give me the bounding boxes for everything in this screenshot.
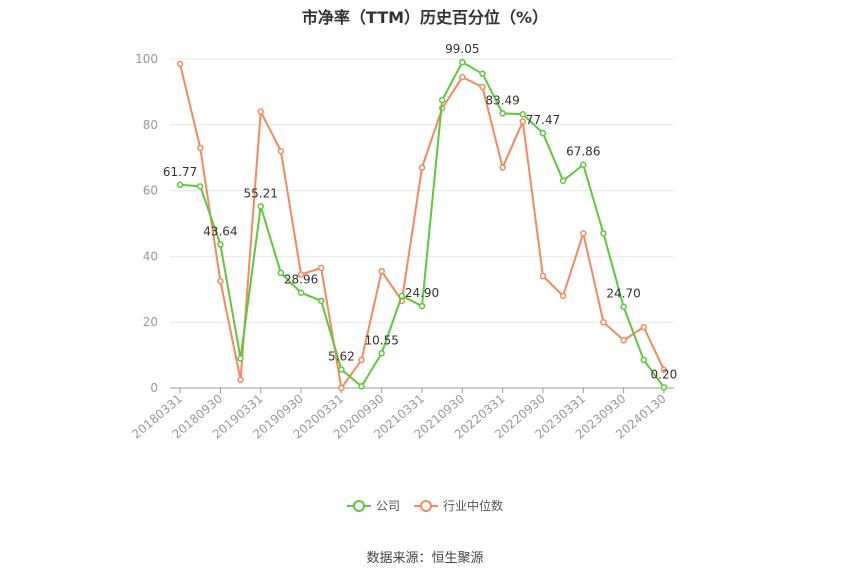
- data-point-industry-median: [640, 323, 648, 331]
- data-point-company: [297, 289, 305, 296]
- data-label: 99.05: [445, 42, 479, 56]
- data-point-company: [257, 203, 264, 210]
- legend-item-company[interactable]: 公司: [346, 497, 400, 514]
- data-point-industry-median: [257, 108, 264, 115]
- data-point-industry-median: [580, 230, 587, 237]
- data-label: 77.47: [526, 113, 560, 127]
- data-label: 83.49: [485, 93, 519, 107]
- data-point-industry-median: [519, 118, 527, 125]
- series-line-industry-median: [179, 63, 665, 389]
- legend: 公司 行业中位数: [0, 497, 850, 514]
- data-point-industry-median: [600, 318, 607, 326]
- data-point-industry-median: [459, 73, 466, 81]
- data-point-company: [620, 303, 627, 310]
- data-point-industry-median: [297, 271, 305, 278]
- y-tick-label: 100: [135, 52, 158, 66]
- data-point-company: [338, 366, 345, 373]
- data-label: 24.70: [606, 287, 640, 301]
- data-label: 5.62: [328, 350, 355, 364]
- chart-title: 市净率（TTM）历史百分位（%）: [301, 8, 549, 27]
- data-point-industry-median: [358, 356, 365, 364]
- data-point-company: [580, 161, 587, 168]
- data-label: 10.55: [365, 333, 399, 347]
- data-label: 55.21: [244, 186, 278, 200]
- data-point-industry-median: [237, 376, 244, 384]
- data-point-company: [438, 96, 446, 104]
- data-point-company: [640, 356, 648, 364]
- legend-label-company: 公司: [375, 499, 400, 513]
- data-point-industry-median: [338, 384, 345, 392]
- data-point-company: [217, 241, 224, 248]
- data-point-company: [479, 70, 486, 78]
- data-point-industry-median: [196, 144, 204, 152]
- y-tick-label: 20: [143, 315, 158, 329]
- data-point-company: [519, 111, 527, 118]
- y-tick-label: 60: [143, 184, 158, 198]
- data-point-industry-median: [499, 164, 506, 171]
- data-point-industry-median: [277, 147, 285, 155]
- data-point-company: [317, 297, 325, 305]
- legend-label-industry-median: 行业中位数: [443, 499, 504, 513]
- data-point-company: [358, 383, 365, 390]
- data-point-company: [539, 129, 547, 137]
- data-point-company: [660, 384, 668, 391]
- data-point-company: [459, 58, 466, 66]
- data-label: 24.90: [405, 286, 439, 300]
- data-point-company: [237, 355, 244, 362]
- data-point-company: [196, 183, 204, 190]
- y-tick-label: 0: [150, 381, 158, 395]
- data-source: 数据来源：恒生聚源: [366, 551, 484, 566]
- data-point-industry-median: [539, 272, 547, 280]
- data-label: 61.77: [163, 165, 197, 179]
- data-label: 28.96: [284, 273, 318, 287]
- legend-swatch-company: [346, 499, 371, 513]
- legend-item-industry-median[interactable]: 行业中位数: [414, 497, 503, 514]
- data-point-company: [418, 302, 426, 310]
- data-point-company: [600, 230, 607, 237]
- data-point-company: [398, 292, 406, 300]
- data-point-company: [378, 350, 385, 357]
- data-point-industry-median: [620, 337, 627, 344]
- data-point-company: [277, 269, 285, 277]
- data-point-industry-median: [418, 164, 426, 171]
- data-label: 0.20: [651, 367, 678, 381]
- data-label: 43.64: [203, 224, 237, 238]
- data-point-company: [559, 177, 567, 184]
- data-point-industry-median: [217, 277, 224, 285]
- y-tick-label: 80: [143, 118, 158, 132]
- legend-swatch-industry-median: [414, 499, 438, 513]
- data-point-company: [499, 110, 506, 117]
- data-point-company: [176, 181, 184, 189]
- data-label: 67.86: [566, 145, 600, 159]
- y-tick-label: 40: [143, 249, 158, 263]
- data-point-industry-median: [479, 83, 486, 91]
- data-point-industry-median: [559, 292, 567, 300]
- data-point-industry-median: [660, 366, 668, 374]
- data-point-industry-median: [378, 267, 385, 275]
- data-point-industry-median: [176, 60, 184, 68]
- data-point-industry-median: [317, 264, 325, 272]
